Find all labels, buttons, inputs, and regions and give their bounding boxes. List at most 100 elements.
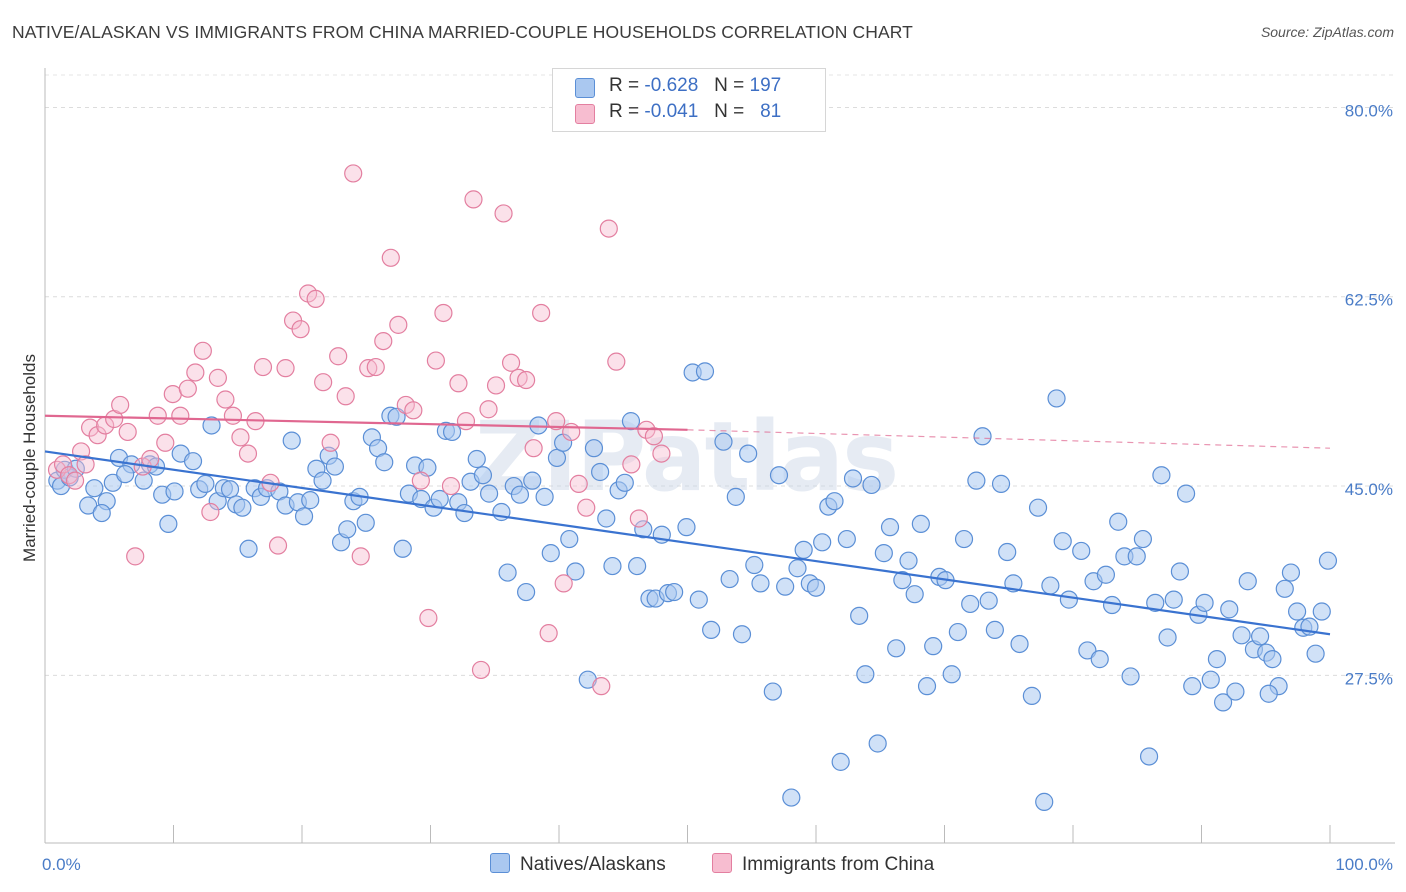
data-point-natives xyxy=(196,474,215,493)
data-point-natives xyxy=(1281,563,1301,582)
data-point-china xyxy=(65,471,85,490)
data-point-natives xyxy=(1259,684,1278,703)
data-point-natives xyxy=(751,574,770,593)
data-point-natives xyxy=(1170,562,1190,581)
data-point-natives xyxy=(1041,576,1060,595)
data-point-natives xyxy=(393,539,412,558)
x-tick-label-start: 0.0% xyxy=(42,855,81,874)
data-point-china xyxy=(81,418,100,437)
data-point-natives xyxy=(1152,466,1171,485)
data-point-natives xyxy=(702,620,721,640)
data-point-natives xyxy=(806,578,826,597)
data-point-china xyxy=(374,331,393,351)
data-point-natives xyxy=(294,507,314,526)
data-point-natives xyxy=(1238,572,1257,591)
data-point-china xyxy=(547,412,566,431)
data-point-natives xyxy=(566,562,585,581)
data-point-china xyxy=(577,498,596,517)
data-point-natives xyxy=(1022,686,1041,705)
data-point-china xyxy=(223,406,243,425)
data-point-china xyxy=(344,164,363,183)
y-tick-label: 27.5% xyxy=(1345,669,1393,688)
data-point-natives xyxy=(745,555,764,575)
data-point-natives xyxy=(1232,626,1251,645)
data-point-china xyxy=(314,373,333,392)
data-point-natives xyxy=(313,471,332,490)
data-point-china xyxy=(126,547,145,566)
data-point-natives xyxy=(1121,667,1140,686)
data-point-china xyxy=(607,352,626,371)
data-point-china xyxy=(644,427,663,446)
data-point-china xyxy=(532,303,551,323)
data-point-natives xyxy=(880,518,900,537)
data-point-natives xyxy=(1318,551,1338,570)
data-point-china xyxy=(321,433,340,452)
trend-line-natives xyxy=(44,450,1331,636)
axis-labels: 27.5% 45.0% 62.5% 80.0% 0.0% 100.0% Married-co… xyxy=(20,101,1393,874)
data-point-china xyxy=(419,608,438,628)
data-point-natives xyxy=(375,453,394,472)
data-point-natives xyxy=(985,620,1004,640)
x-tick-label-end: 100.0% xyxy=(1335,855,1393,874)
data-point-natives xyxy=(763,682,782,701)
data-point-china xyxy=(178,379,197,398)
data-point-natives xyxy=(695,362,715,381)
data-point-natives xyxy=(1226,682,1245,701)
data-point-natives xyxy=(628,556,647,576)
data-point-natives xyxy=(961,594,980,614)
data-point-china xyxy=(171,406,190,425)
data-point-natives xyxy=(732,625,752,644)
data-point-china xyxy=(291,320,310,339)
data-point-china xyxy=(231,428,250,447)
data-point-natives xyxy=(442,422,462,442)
data-point-china xyxy=(411,471,430,490)
data-point-natives xyxy=(1127,547,1146,566)
data-point-natives xyxy=(677,518,696,537)
r-label: R = xyxy=(609,101,640,122)
data-point-china xyxy=(524,439,543,458)
data-point-china xyxy=(329,347,348,366)
data-point-natives xyxy=(165,482,184,501)
data-point-china xyxy=(336,387,355,406)
data-point-natives xyxy=(689,590,708,609)
r-value-china: -0.041 xyxy=(644,101,699,122)
data-point-china xyxy=(381,248,400,267)
data-point-natives xyxy=(973,427,992,446)
data-point-china xyxy=(163,384,182,404)
data-point-china xyxy=(426,351,445,370)
data-point-natives xyxy=(831,752,850,771)
data-point-china xyxy=(389,315,408,334)
data-point-china xyxy=(238,444,258,463)
data-point-natives xyxy=(621,412,641,431)
grid-lines xyxy=(45,74,1395,676)
data-point-natives xyxy=(325,457,344,476)
data-point-china xyxy=(479,400,498,419)
data-point-china xyxy=(562,422,581,442)
data-point-china xyxy=(88,426,107,445)
data-point-natives xyxy=(1090,650,1109,669)
data-point-china xyxy=(253,357,273,377)
data-point-china xyxy=(306,289,325,309)
data-point-china xyxy=(471,660,491,680)
bottom-legend-label-natives: Natives/Alaskans xyxy=(520,854,666,875)
data-point-natives xyxy=(615,473,634,492)
bottom-legend-natives: Natives/Alaskans xyxy=(490,853,666,876)
data-point-china xyxy=(193,341,212,360)
data-point-natives xyxy=(1288,602,1307,621)
data-point-natives xyxy=(455,503,474,523)
data-point-natives xyxy=(967,471,986,490)
data-point-china xyxy=(434,303,453,323)
data-point-natives xyxy=(991,474,1011,493)
data-point-china xyxy=(404,401,423,420)
data-point-natives xyxy=(837,529,856,549)
data-point-natives xyxy=(887,639,906,658)
data-point-china xyxy=(366,357,385,377)
data-point-natives xyxy=(239,539,258,558)
legend-swatch-pink xyxy=(575,104,595,124)
data-point-natives xyxy=(233,498,252,517)
series-natives-alaskans xyxy=(48,362,1338,811)
data-point-natives xyxy=(560,529,579,549)
data-point-china xyxy=(539,624,558,643)
y-tick-label: 45.0% xyxy=(1345,480,1393,499)
data-point-natives xyxy=(739,444,758,463)
